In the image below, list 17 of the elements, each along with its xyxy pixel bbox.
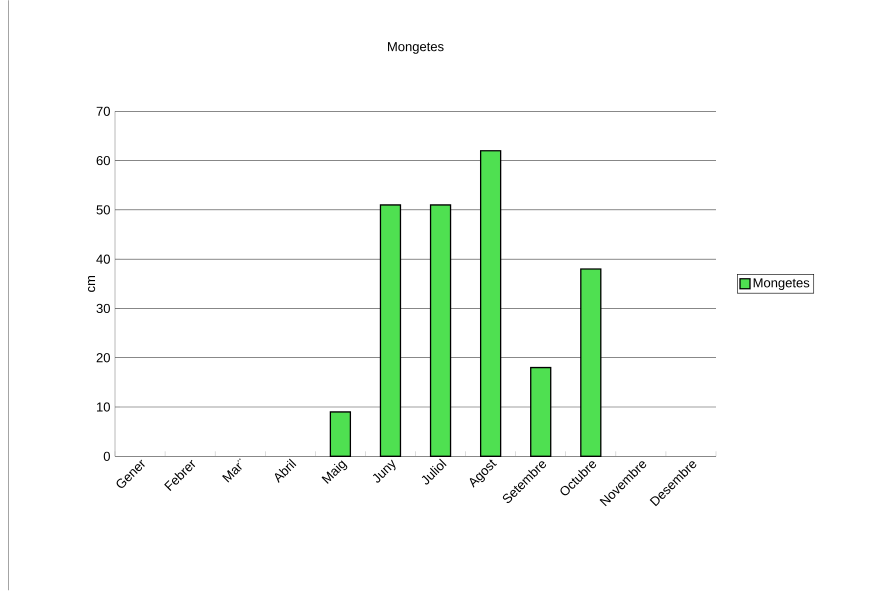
y-tick-label: 10 <box>96 402 110 412</box>
legend-label: Mongetes <box>754 278 810 290</box>
chart-title: Mongetes <box>388 42 444 54</box>
bar <box>430 204 452 458</box>
y-tick-label: 30 <box>96 304 110 314</box>
y-axis-title: cm <box>88 276 96 292</box>
bar <box>480 150 502 458</box>
bar <box>380 204 402 458</box>
bar <box>530 367 552 458</box>
bar <box>330 411 352 458</box>
y-tick-label: 40 <box>96 254 110 264</box>
y-tick-label: 0 <box>104 452 110 462</box>
y-tick-label: 20 <box>96 353 110 363</box>
y-tick-label: 60 <box>96 156 110 166</box>
y-tick-label: 70 <box>96 106 110 116</box>
y-tick-label: 50 <box>96 205 110 215</box>
bar <box>580 268 602 458</box>
